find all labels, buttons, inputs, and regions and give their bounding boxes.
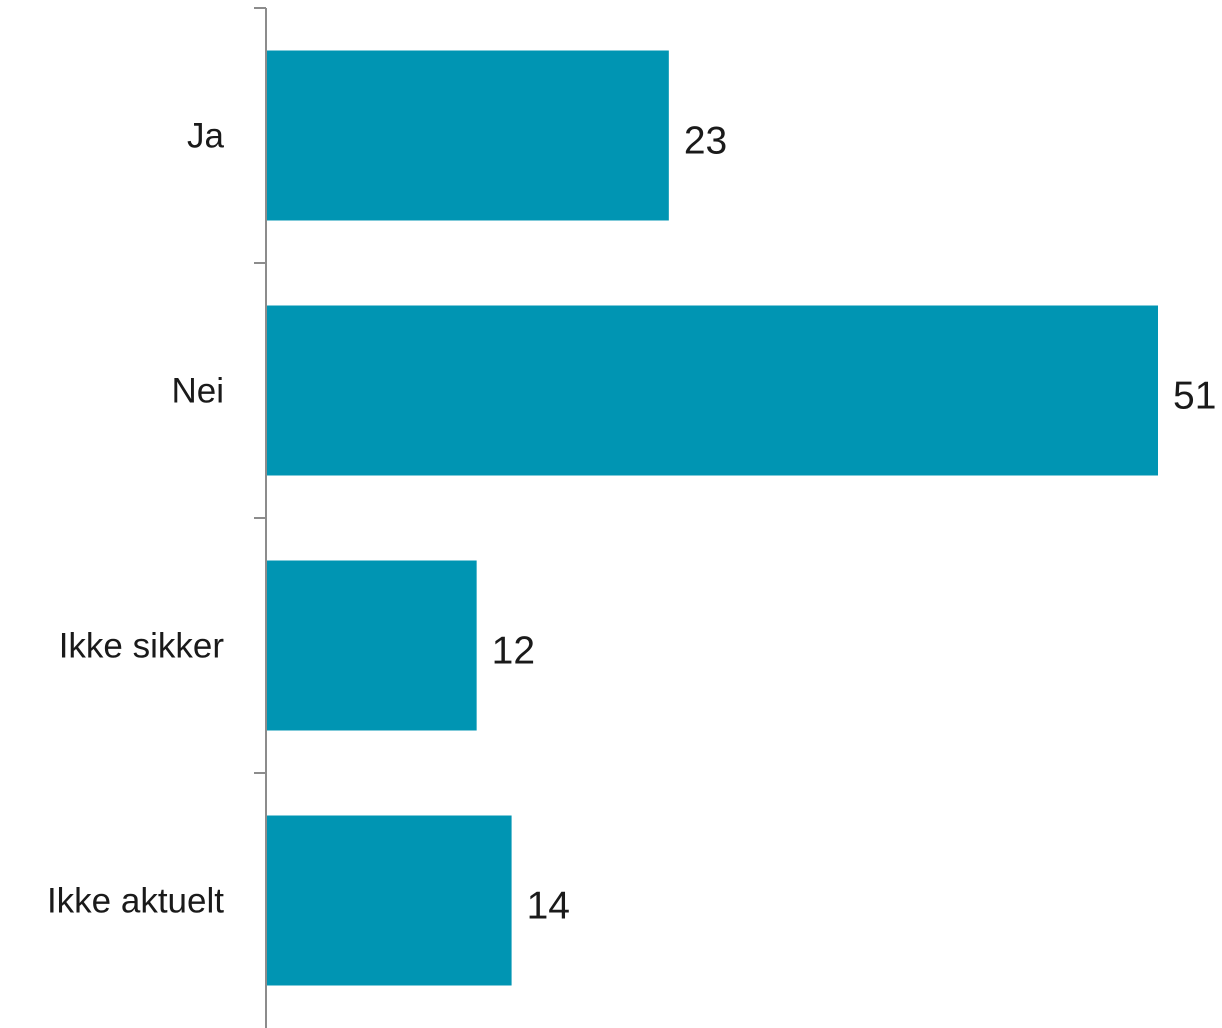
bar-layer [267, 50, 1158, 986]
bar-ikke-sikker [267, 560, 477, 731]
category-label: Ikke sikker [59, 627, 225, 666]
value-label: 23 [684, 120, 727, 163]
label-layer: Ja 23 Nei 51 Ikke sikker 12 Ikke aktuelt 14 [47, 117, 1216, 928]
value-label: 51 [1173, 375, 1216, 418]
category-label: Ikke aktuelt [47, 882, 224, 921]
category-label: Ja [187, 117, 225, 156]
category-label: Nei [171, 372, 224, 411]
value-label: 12 [492, 630, 535, 673]
value-label: 14 [527, 885, 570, 928]
bar-nei [267, 305, 1158, 476]
bar-ikke-aktuelt [267, 815, 512, 986]
axis-layer [254, 7, 267, 1028]
bar-ja [267, 50, 669, 221]
